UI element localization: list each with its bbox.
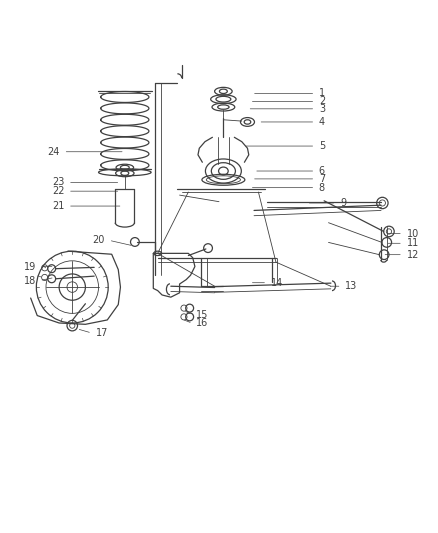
Text: 8: 8 [319, 183, 325, 192]
Text: 20: 20 [93, 235, 105, 245]
Text: 9: 9 [340, 198, 346, 208]
Text: 14: 14 [271, 278, 283, 288]
Text: 4: 4 [319, 117, 325, 127]
Text: 11: 11 [406, 238, 419, 248]
Text: 21: 21 [52, 201, 64, 211]
Text: 23: 23 [52, 177, 64, 188]
Text: 16: 16 [196, 318, 208, 328]
Text: 1: 1 [319, 88, 325, 99]
Text: 2: 2 [319, 96, 325, 107]
Text: 3: 3 [319, 104, 325, 114]
Text: 12: 12 [406, 249, 419, 260]
Text: 5: 5 [319, 141, 325, 151]
Text: 24: 24 [48, 147, 60, 157]
Text: 15: 15 [196, 310, 208, 320]
Text: 19: 19 [24, 262, 36, 271]
Text: 6: 6 [319, 166, 325, 176]
Text: 18: 18 [24, 276, 36, 286]
Text: 22: 22 [52, 186, 64, 196]
Text: 13: 13 [345, 281, 357, 291]
Text: 17: 17 [95, 328, 108, 338]
Text: 7: 7 [319, 174, 325, 184]
Text: 10: 10 [406, 229, 419, 239]
